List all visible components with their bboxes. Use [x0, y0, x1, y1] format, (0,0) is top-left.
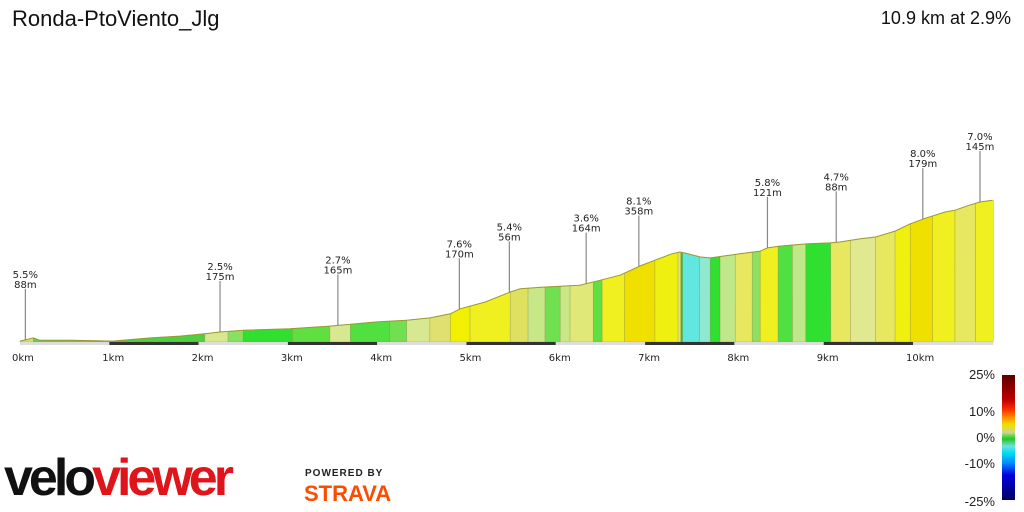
legend-label-10: 10%: [968, 404, 995, 419]
annotation-grade: 8.0%: [910, 149, 935, 160]
annotation-length: 164m: [572, 224, 601, 235]
x-tick-label: 3km: [281, 353, 303, 364]
gradient-segment: [677, 251, 682, 343]
gradient-segment: [559, 285, 571, 343]
gradient-segment: [830, 239, 851, 343]
annotation-length: 179m: [908, 159, 937, 170]
annotation-length: 56m: [498, 232, 520, 243]
legend-label-minus25: -25%: [964, 494, 995, 509]
km-bar-segment: [913, 342, 994, 345]
legend-label-0: 0%: [976, 430, 995, 445]
km-bar-segment: [109, 342, 199, 345]
gradient-segment: [601, 272, 625, 343]
annotation-length: 88m: [14, 280, 36, 291]
km-bar-segment: [377, 342, 467, 345]
x-tick-label: 7km: [638, 353, 660, 364]
gradient-segment: [624, 259, 656, 343]
x-tick-label: 6km: [549, 353, 571, 364]
gradient-segment: [805, 242, 832, 343]
gradient-segment: [777, 244, 793, 343]
annotation-length: 170m: [445, 249, 474, 260]
elevation-profile-chart: 0km 1km 2km 3km 4km 5km 6km 7km 8km 9km 10km5.5%88…: [12, 132, 995, 364]
gradient-segment: [682, 252, 700, 343]
gradient-segment: [954, 202, 976, 343]
gradient-segment: [709, 256, 721, 343]
x-tick-label: 10km: [906, 353, 934, 364]
route-title: Ronda-PtoViento_Jlg: [12, 6, 220, 31]
gradient-segment: [429, 313, 451, 343]
route-summary: 10.9 km at 2.9%: [880, 8, 1011, 28]
gradient-segment: [406, 317, 431, 343]
gradient-segment: [759, 245, 779, 343]
x-tick-label: 2km: [192, 353, 214, 364]
annotation-grade: 2.7%: [325, 255, 350, 266]
annotation-grade: 5.5%: [13, 270, 38, 281]
gradient-segment: [699, 256, 711, 343]
annotation-length: 358m: [624, 207, 653, 218]
annotation-grade: 8.1%: [626, 197, 651, 208]
gradient-segment: [592, 279, 603, 343]
gradient-segment: [932, 209, 956, 343]
gradient-segment: [751, 250, 761, 343]
km-bar-segment: [734, 342, 824, 345]
km-bar-segment: [645, 342, 735, 345]
x-tick-label: 1km: [102, 353, 124, 364]
x-tick-label: 5km: [460, 353, 482, 364]
annotation-grade: 5.8%: [755, 178, 780, 189]
annotation-grade: 3.6%: [573, 214, 598, 225]
km-bar-segment: [466, 342, 556, 345]
logo-velo: velo: [4, 449, 96, 507]
gradient-segment: [792, 243, 807, 343]
gradient-segment: [909, 215, 933, 343]
logo-viewer: viewer: [92, 449, 234, 507]
annotation-grade: 7.6%: [447, 239, 472, 250]
annotation-length: 145m: [966, 142, 995, 153]
km-bar-segment: [555, 342, 646, 345]
annotation-length: 165m: [323, 265, 352, 276]
x-tick-label: 4km: [370, 353, 392, 364]
annotation-length: 88m: [825, 182, 847, 193]
gradient-segment: [389, 319, 408, 343]
gradient-segment: [329, 323, 351, 343]
profile-outline: [19, 199, 993, 342]
annotation-grade: 4.7%: [823, 172, 848, 183]
gradient-segment: [509, 287, 529, 343]
powered-by-label: POWERED BY: [305, 468, 384, 479]
annotation-grade: 7.0%: [967, 132, 992, 143]
gradient-segment: [469, 291, 511, 343]
gradient-segment: [894, 223, 911, 343]
gradient-segment: [544, 285, 561, 343]
x-tick-label: 0km: [12, 353, 34, 364]
gradient-legend-bar: [1002, 375, 1015, 500]
annotation-length: 121m: [753, 188, 782, 199]
gradient-segment: [527, 286, 546, 343]
legend-label-minus10: -10%: [964, 456, 995, 471]
gradient-segment: [569, 281, 594, 343]
gradient-segment: [227, 329, 244, 343]
x-tick-label: 8km: [727, 353, 749, 364]
veloviewer-logo[interactable]: veloviewer: [4, 449, 234, 507]
legend-label-25: 25%: [968, 367, 995, 382]
gradient-segment: [654, 251, 679, 343]
gradient-segment: [875, 230, 896, 343]
gradient-segment: [734, 251, 753, 343]
strava-logo[interactable]: STRAVA: [304, 481, 392, 506]
annotation-length: 175m: [206, 272, 235, 283]
km-bar-segment: [823, 342, 913, 345]
km-bar-segment: [198, 342, 288, 345]
gradient-segment: [850, 236, 876, 343]
gradient-segment: [719, 253, 736, 343]
gradient-segment: [242, 328, 293, 343]
annotation-grade: 2.5%: [207, 262, 232, 273]
gradient-segment: [450, 305, 471, 343]
km-bar-segment: [20, 342, 110, 345]
km-bar-segment: [287, 342, 378, 345]
gradient-segment: [975, 199, 994, 343]
annotation-grade: 5.4%: [497, 222, 522, 233]
gradient-segment: [350, 320, 391, 343]
x-tick-label: 9km: [817, 353, 839, 364]
